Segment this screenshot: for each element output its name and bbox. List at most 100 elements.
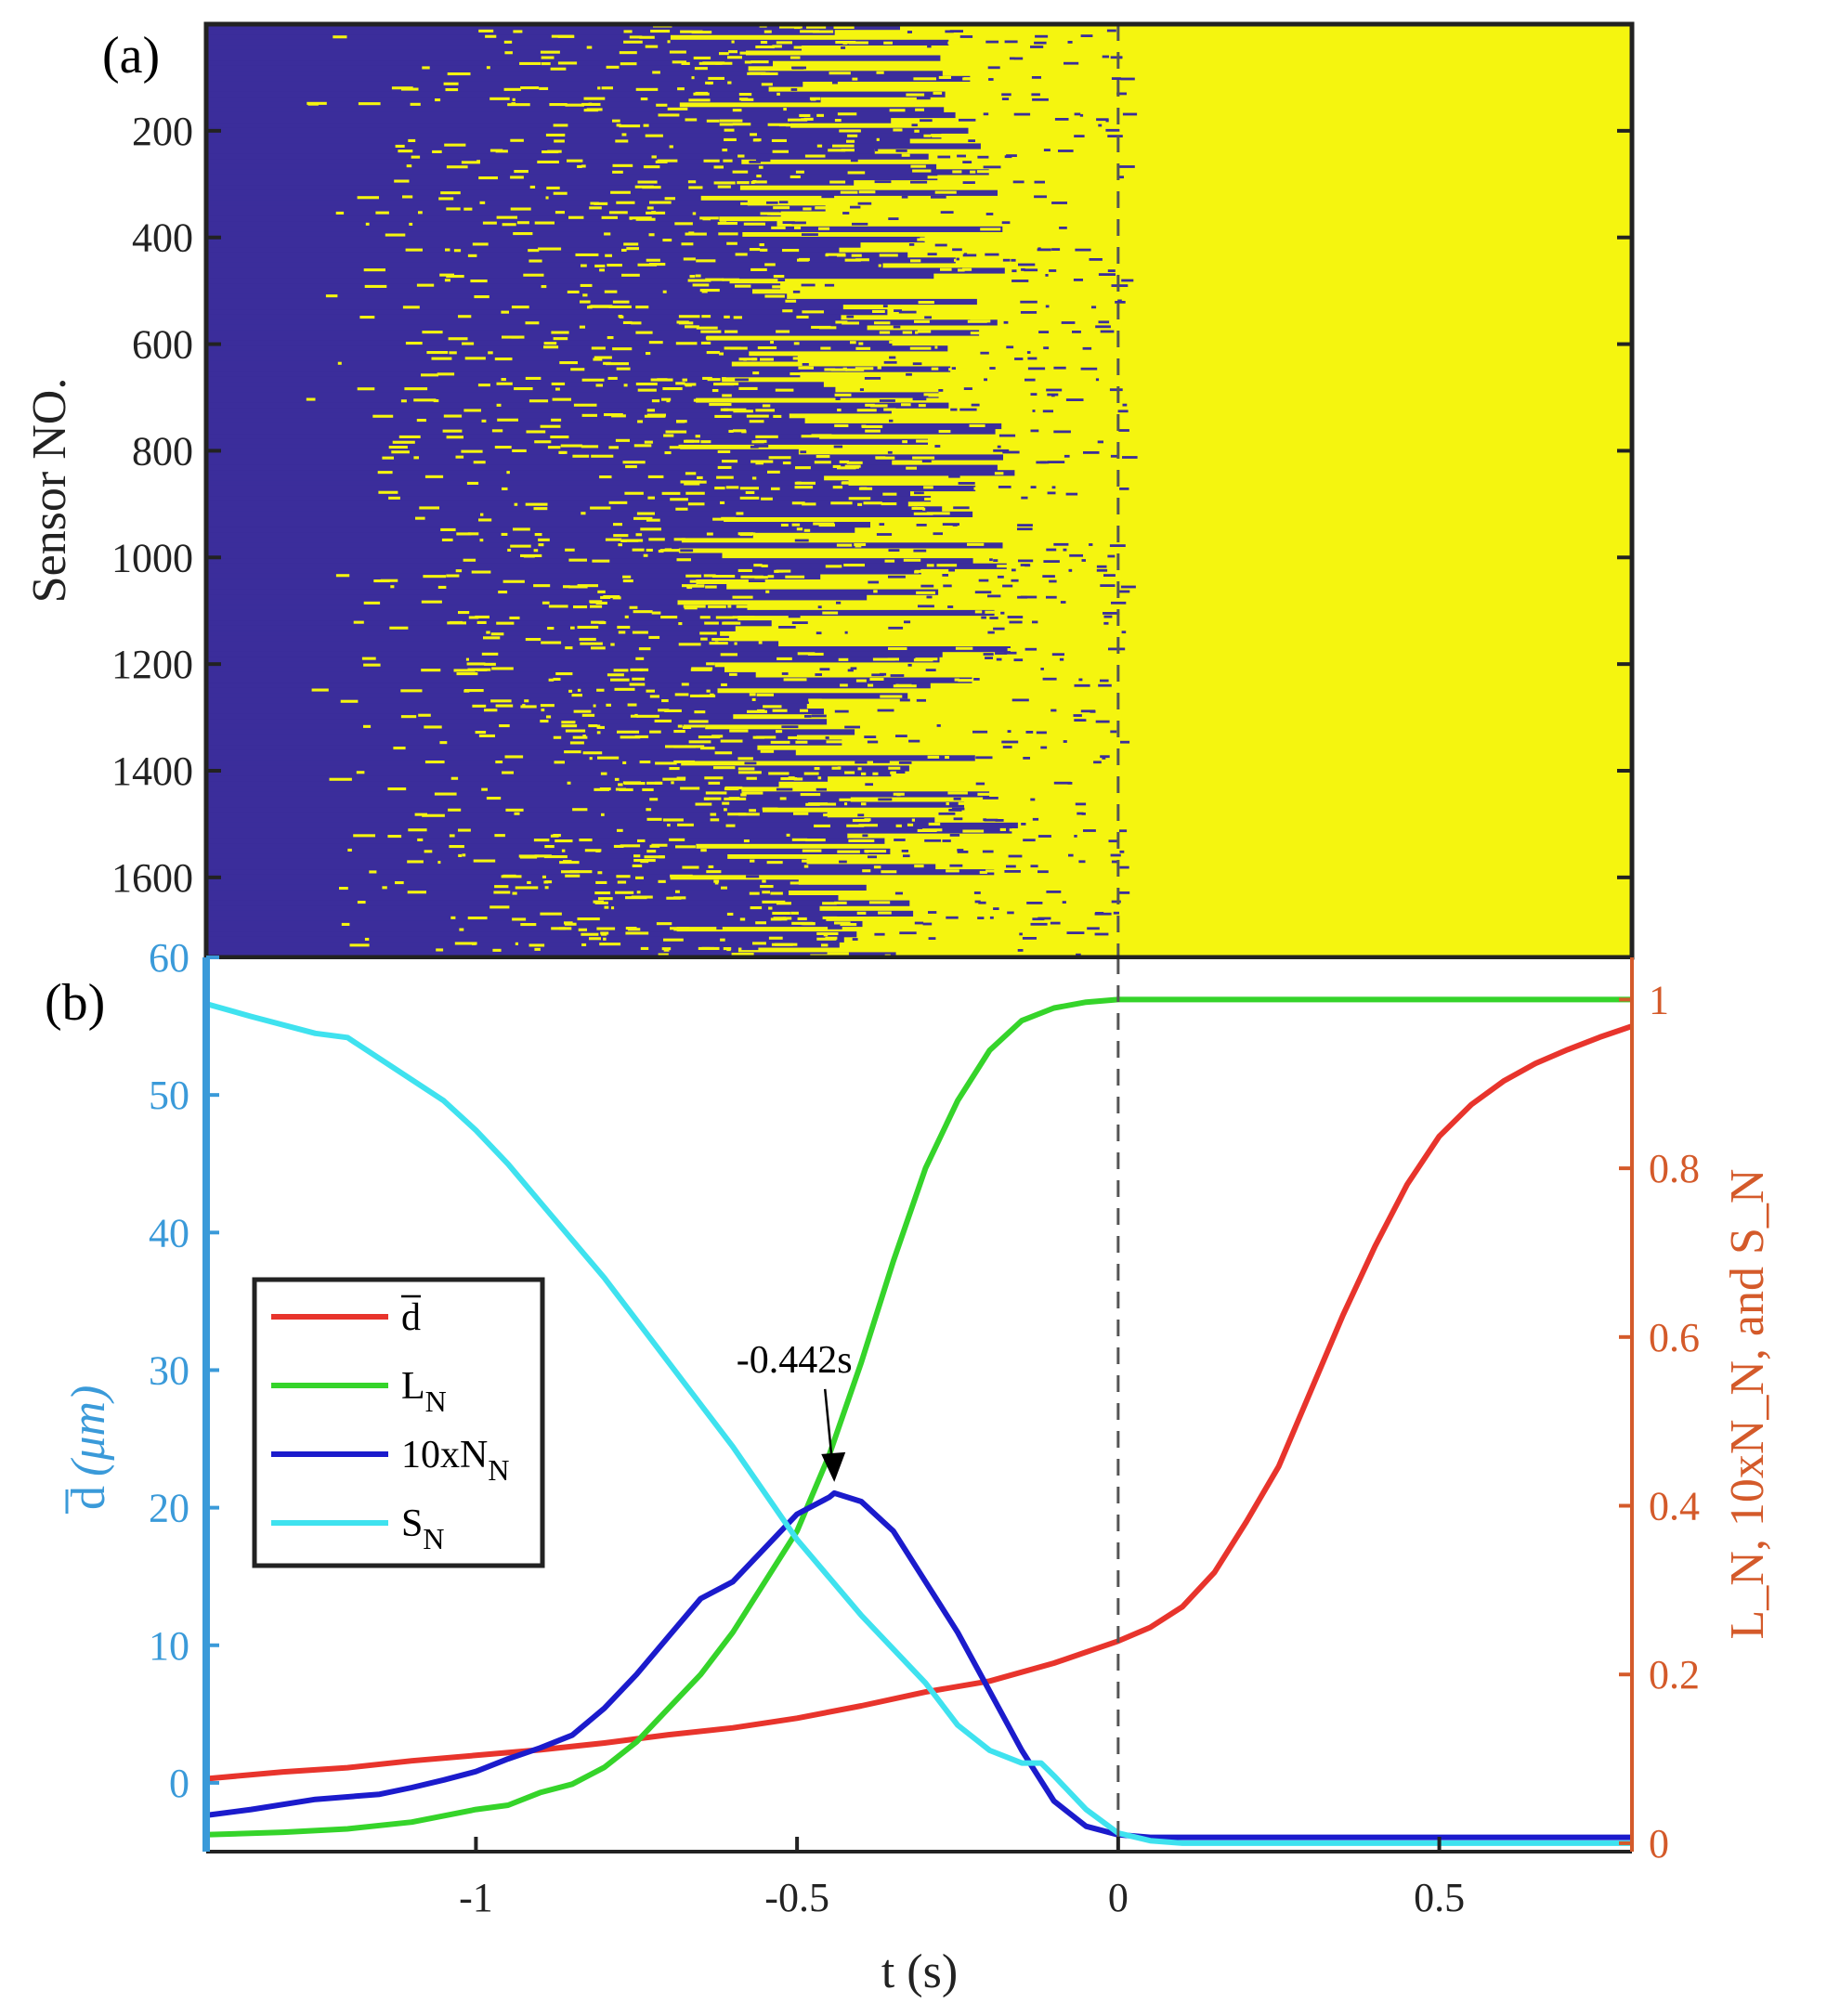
heatmap-row-block	[206, 620, 772, 627]
heatmap-speckle	[662, 239, 672, 242]
heatmap-speckle	[620, 62, 637, 66]
heatmap-speckle	[1103, 621, 1109, 625]
heatmap-speckle	[1008, 854, 1023, 858]
heatmap-speckle	[671, 781, 674, 785]
heatmap-speckle	[542, 601, 550, 605]
heatmap-row-block	[206, 309, 888, 316]
heatmap-speckle	[493, 891, 511, 894]
heatmap-speckle	[1051, 653, 1064, 657]
heatmap-speckle	[636, 714, 659, 718]
heatmap-row-block	[206, 345, 948, 352]
heatmap-speckle	[329, 777, 352, 781]
heatmap-row-block	[206, 149, 875, 155]
heatmap-speckle	[1059, 657, 1064, 661]
heatmap-speckle	[715, 61, 733, 65]
heatmap-speckle	[528, 249, 540, 253]
heatmap-speckle	[904, 620, 911, 624]
heatmap-speckle	[481, 787, 488, 791]
heatmap-speckle	[646, 409, 655, 412]
heatmap-row-block	[206, 262, 883, 268]
heatmap-speckle	[446, 207, 461, 211]
heatmap-speckle	[1026, 902, 1043, 904]
heatmap-speckle	[687, 502, 705, 506]
heatmap-speckle	[738, 358, 758, 361]
heatmap-speckle	[1103, 615, 1113, 618]
heatmap-speckle	[745, 490, 755, 494]
heatmap-speckle	[473, 859, 496, 863]
heatmap-speckle	[675, 382, 685, 385]
heatmap-speckle	[790, 372, 811, 376]
heatmap-speckle	[417, 838, 424, 841]
heatmap-speckle	[619, 51, 637, 55]
heatmap-speckle	[627, 703, 637, 707]
heatmap-speckle	[1037, 870, 1049, 874]
heatmap-speckle	[1045, 274, 1049, 277]
heatmap-speckle	[741, 947, 759, 951]
heatmap-row-block	[206, 511, 973, 517]
heatmap-row-block	[206, 506, 943, 513]
heatmap-speckle	[737, 181, 750, 185]
heatmap-speckle	[963, 387, 972, 390]
heatmap-speckle	[698, 735, 721, 739]
heatmap-speckle	[1096, 568, 1108, 572]
heatmap-speckle	[1074, 683, 1090, 687]
heatmap-row-block	[206, 127, 969, 134]
heatmap-speckle	[590, 305, 613, 308]
heatmap-speckle	[481, 419, 487, 423]
heatmap-speckle	[421, 669, 441, 672]
heatmap-speckle	[1108, 647, 1126, 651]
heatmap-speckle	[825, 254, 829, 257]
heatmap-speckle	[382, 886, 387, 890]
heatmap-speckle	[407, 891, 426, 894]
heatmap-speckle	[418, 713, 431, 717]
heatmap-speckle	[1082, 346, 1092, 350]
heatmap-speckle	[446, 165, 468, 169]
heatmap-speckle	[677, 87, 685, 91]
heatmap-speckle	[947, 791, 968, 795]
heatmap-speckle	[737, 771, 762, 774]
heatmap-speckle	[903, 558, 921, 562]
heatmap-speckle	[868, 855, 877, 859]
heatmap-speckle	[998, 434, 1016, 437]
heatmap-speckle	[639, 761, 651, 764]
heatmap-speckle	[1007, 911, 1014, 915]
heatmap-speckle	[920, 569, 941, 573]
heatmap-speckle	[648, 263, 666, 267]
heatmap-speckle	[870, 404, 888, 408]
heatmap-speckle	[714, 641, 719, 644]
heatmap-speckle	[504, 51, 513, 55]
heatmap-speckle	[809, 97, 821, 100]
heatmap-speckle	[736, 605, 749, 608]
heatmap-speckle	[839, 129, 861, 133]
heatmap-speckle	[1043, 346, 1050, 350]
heatmap-speckle	[876, 533, 893, 536]
heatmap-speckle	[790, 56, 801, 59]
heatmap-speckle	[755, 409, 775, 412]
heatmap-speckle	[734, 642, 737, 645]
left-y-tick-label: 20	[149, 1486, 189, 1531]
heatmap-speckle	[613, 669, 629, 672]
heatmap-speckle	[636, 891, 641, 894]
heatmap-speckle	[776, 569, 791, 573]
heatmap-speckle	[445, 88, 459, 92]
heatmap-row-block	[206, 278, 730, 284]
heatmap-speckle	[755, 462, 763, 465]
heatmap-speckle	[525, 321, 540, 325]
heatmap-speckle	[713, 181, 736, 185]
heatmap-speckle	[959, 35, 973, 38]
heatmap-speckle	[832, 464, 842, 468]
heatmap-speckle	[548, 678, 555, 682]
heatmap-speckle	[514, 387, 533, 391]
heatmap-speckle	[888, 575, 906, 579]
heatmap-row-block	[206, 464, 998, 471]
heatmap-speckle	[737, 813, 760, 816]
heatmap-speckle	[525, 376, 542, 380]
heatmap-speckle	[673, 538, 685, 541]
right-y-tick-label: 0.4	[1649, 1484, 1700, 1529]
heatmap-speckle	[648, 635, 660, 639]
heatmap-speckle	[582, 735, 586, 738]
heatmap-speckle	[466, 662, 486, 666]
heatmap-speckle	[638, 647, 651, 651]
heatmap-speckle	[700, 341, 711, 345]
heatmap-speckle	[732, 595, 753, 599]
